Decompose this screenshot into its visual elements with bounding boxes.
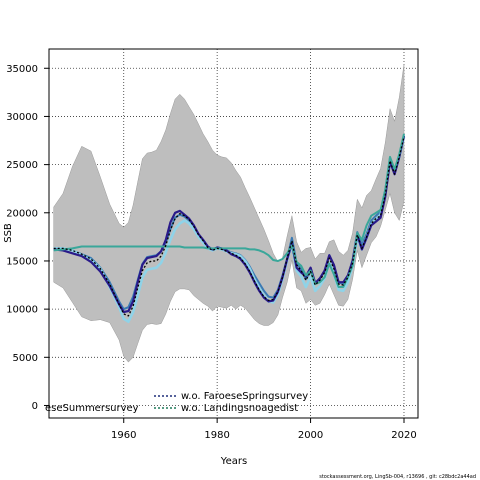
series-lines bbox=[53, 133, 406, 323]
y-tick-label-5000: 5000 bbox=[13, 353, 38, 364]
axis-ticks: 1960 1980 2000 2020 0 5000 10000 15000 20000 2500… bbox=[6, 64, 417, 441]
plot-frame bbox=[48, 48, 419, 419]
y-tick-label-25000: 25000 bbox=[6, 160, 38, 171]
y-tick-label-15000: 15000 bbox=[6, 256, 38, 267]
y-tick-label-0: 0 bbox=[32, 401, 38, 412]
series-line-base bbox=[53, 136, 405, 317]
y-tick-label-20000: 20000 bbox=[6, 208, 38, 219]
legend-label-landings: w.o. Landingsnoagedist bbox=[181, 403, 298, 414]
x-axis-label: Years bbox=[220, 456, 247, 467]
x-tick-label-1960: 1960 bbox=[111, 430, 136, 441]
footer-note: stockassessment.org, LingSb-004, r13696 … bbox=[319, 474, 476, 480]
x-tick-label-2020: 2020 bbox=[391, 430, 416, 441]
y-tick-label-10000: 10000 bbox=[6, 305, 38, 316]
series-line-teal bbox=[53, 133, 405, 288]
y-axis-label: SSB bbox=[3, 223, 14, 243]
y-tick-label-35000: 35000 bbox=[6, 64, 38, 75]
legend-label-summersurvey: eseSummersurvey bbox=[45, 403, 139, 414]
y-tick-label-30000: 30000 bbox=[6, 112, 38, 123]
x-tick-label-1980: 1980 bbox=[204, 430, 229, 441]
x-tick-label-2000: 2000 bbox=[298, 430, 323, 441]
legend: eseSummersurvey w.o. FaroeseSpringsurvey… bbox=[45, 391, 308, 414]
legend-label-springsurvey: w.o. FaroeseSpringsurvey bbox=[181, 391, 308, 402]
confidence-band bbox=[53, 64, 405, 363]
